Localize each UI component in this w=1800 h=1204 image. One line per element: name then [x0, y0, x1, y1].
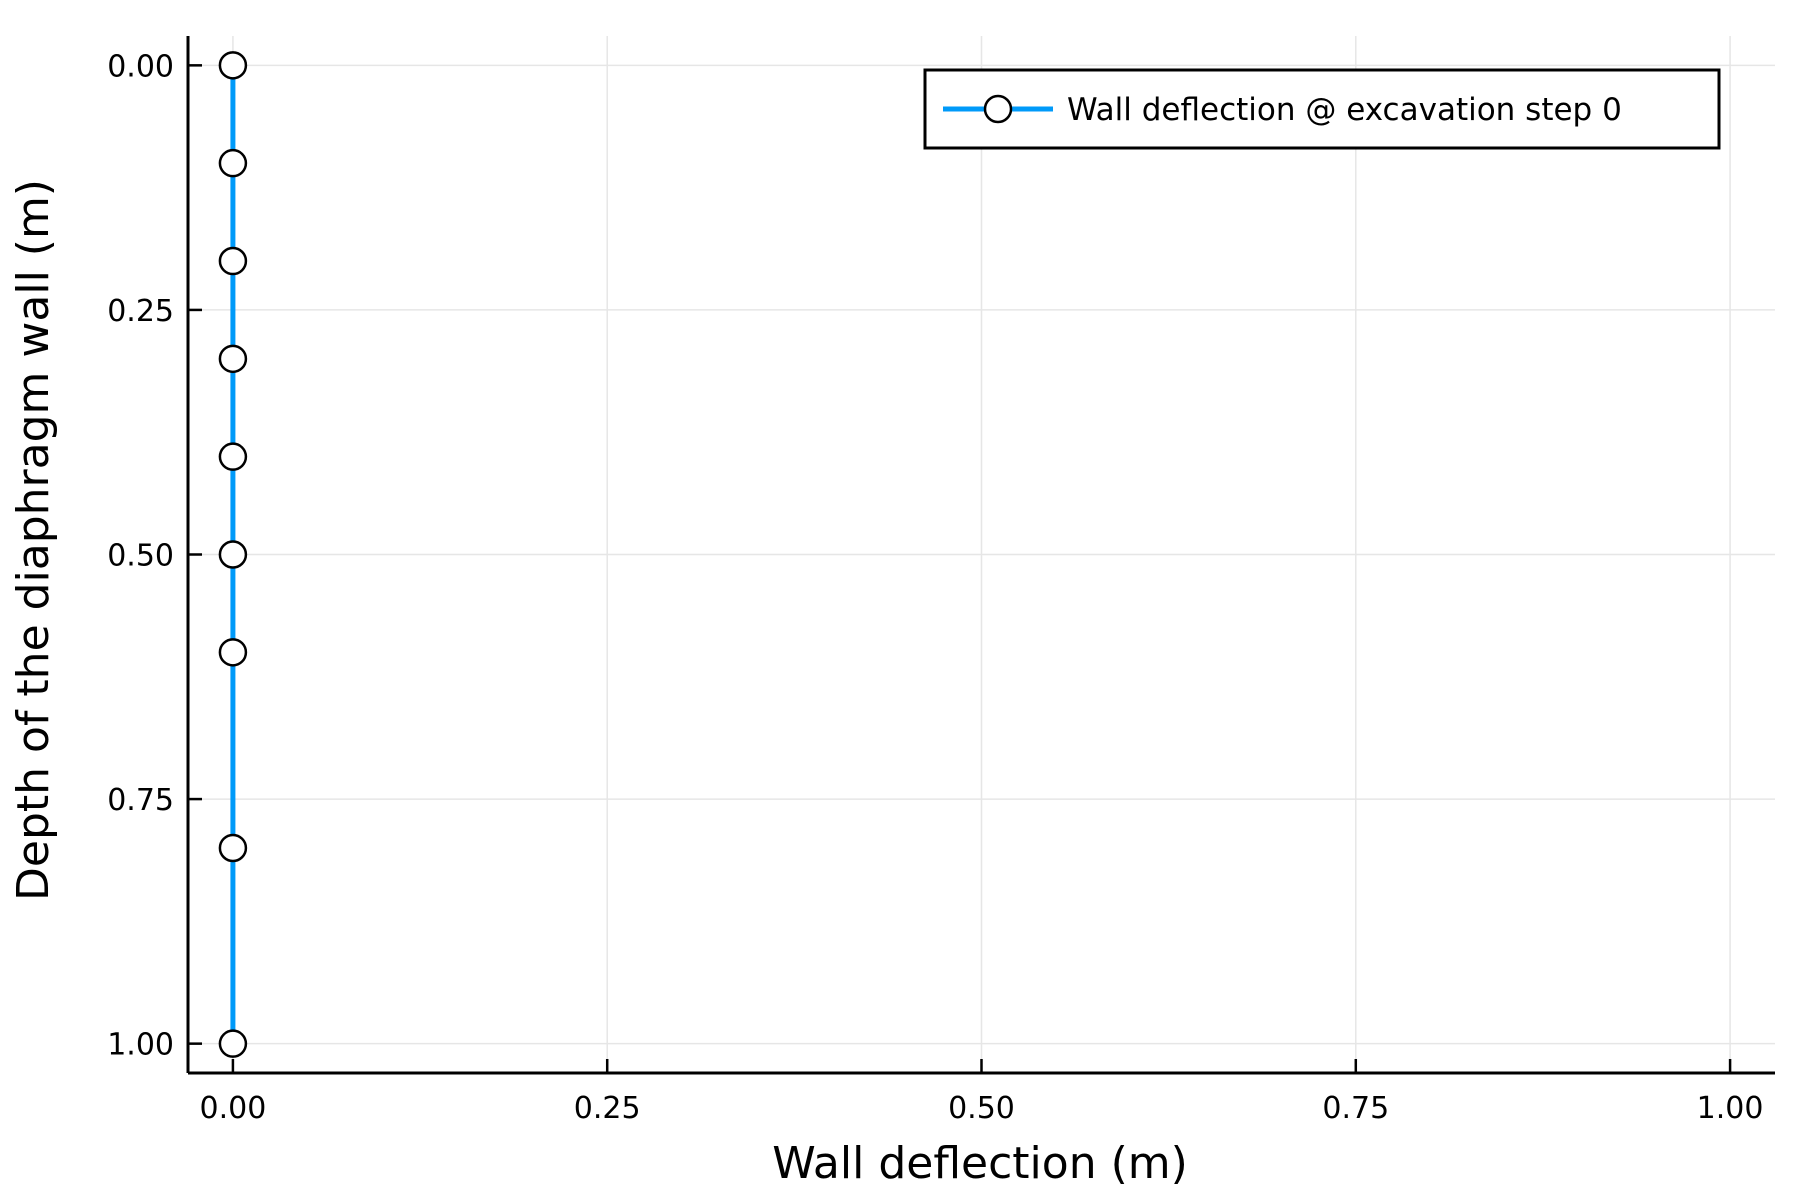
data-point	[218, 51, 248, 80]
tick-labels: 0.00 0.25 0.50 0.75 1.00 0.00 0.25 0.50 0.75 1.00	[107, 49, 1763, 1126]
y-tick-label: 0.00	[107, 49, 174, 84]
series-layer	[218, 51, 248, 1058]
x-tick-label: 0.50	[948, 1091, 1015, 1126]
data-point	[218, 833, 248, 863]
x-tick-label: 0.75	[1322, 1091, 1389, 1126]
x-tick-label: 0.00	[200, 1091, 267, 1126]
x-tick-label: 0.25	[574, 1091, 641, 1126]
x-tick-label: 1.00	[1697, 1091, 1764, 1126]
grid	[188, 36, 1775, 1073]
y-tick-label: 0.75	[107, 783, 174, 818]
data-point	[218, 540, 248, 569]
y-tick-label: 0.50	[107, 539, 174, 574]
data-point	[218, 638, 248, 667]
x-axis-title: Wall deflection (m)	[772, 1138, 1188, 1189]
axes	[186, 36, 1775, 1075]
legend-entry-label: Wall deflection @ excavation step 0	[1067, 92, 1622, 128]
data-point	[218, 1029, 248, 1058]
data-point	[218, 246, 248, 276]
data-point	[218, 148, 248, 178]
legend-marker-swatch	[983, 94, 1013, 124]
y-tick-label: 0.25	[107, 294, 174, 329]
y-tick-label: 1.00	[107, 1028, 174, 1063]
data-point	[218, 344, 248, 374]
legend: Wall deflection @ excavation step 0	[923, 68, 1721, 150]
legend-box	[923, 68, 1721, 150]
data-point	[218, 442, 248, 471]
y-axis-title: Depth of the diaphragm wall (m)	[8, 179, 59, 901]
